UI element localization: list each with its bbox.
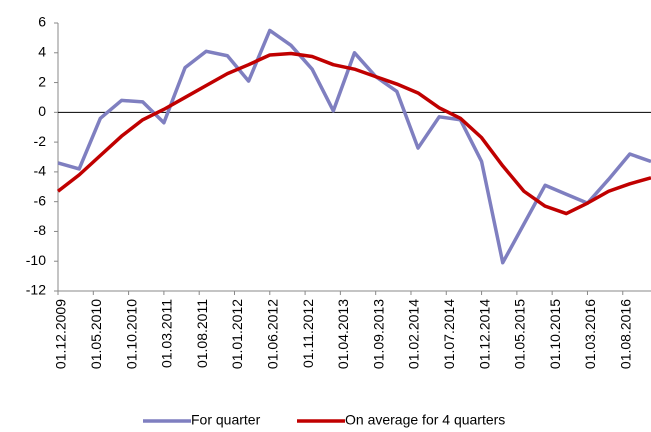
x-tick-label: 01.03.2011 bbox=[159, 299, 175, 368]
x-tick-label: 01.07.2014 bbox=[441, 299, 457, 369]
x-tick-label: 01.10.2010 bbox=[123, 299, 139, 369]
y-tick-label: 6 bbox=[38, 14, 46, 30]
x-tick-label: 01.01.2012 bbox=[229, 299, 245, 369]
x-tick-label: 01.10.2015 bbox=[547, 299, 563, 369]
x-tick-label: 01.03.2016 bbox=[582, 299, 598, 369]
y-tick-label: -6 bbox=[34, 192, 47, 208]
y-tick-label: -10 bbox=[26, 252, 46, 268]
y-tick-label: 4 bbox=[38, 43, 46, 59]
x-tick-label: 01.04.2013 bbox=[335, 299, 351, 369]
line bbox=[56, 51, 651, 216]
legend-label: On average for 4 quarters bbox=[345, 412, 505, 428]
x-tick-label: 01.06.2012 bbox=[264, 299, 280, 369]
x-tick-label: 01.08.2011 bbox=[194, 299, 210, 368]
y-tick-label: -12 bbox=[26, 282, 46, 298]
x-tick-label: 01.11.2012 bbox=[300, 299, 316, 368]
x-tick-label: 01.05.2010 bbox=[88, 299, 104, 369]
x-tick-label: 01.12.2009 bbox=[53, 299, 69, 369]
x-tick-label: 01.09.2013 bbox=[370, 299, 386, 369]
y-tick-label: -8 bbox=[34, 222, 47, 238]
y-tick-label: 2 bbox=[38, 73, 46, 89]
y-tick-label: -2 bbox=[34, 133, 47, 149]
y-tick-label: -4 bbox=[34, 163, 47, 179]
x-tick-label: 01.05.2015 bbox=[512, 299, 528, 369]
line bbox=[57, 28, 651, 265]
x-tick-label: 01.02.2014 bbox=[406, 299, 422, 369]
y-tick-label: 0 bbox=[38, 103, 46, 119]
x-tick-label: 01.08.2016 bbox=[617, 299, 633, 369]
x-tick-label: 01.12.2014 bbox=[476, 299, 492, 369]
legend-label: For quarter bbox=[191, 412, 261, 428]
